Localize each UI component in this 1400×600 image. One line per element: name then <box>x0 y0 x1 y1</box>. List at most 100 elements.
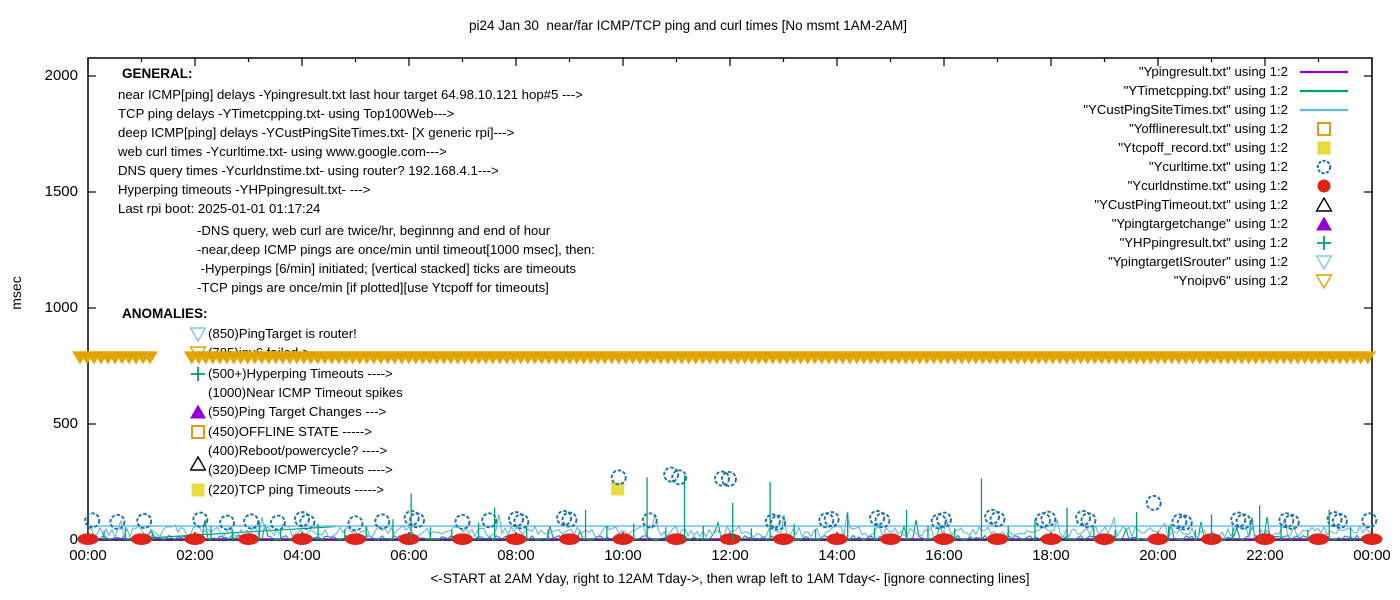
anomaly-row: (850)PingTarget is router! <box>0 326 520 343</box>
legend-item: "YpingtargetISrouter" using 1:2 <box>900 254 1352 271</box>
open-down-triangle-icon <box>189 327 207 343</box>
legend-marker <box>1296 64 1352 85</box>
legend-item: "Ypingresult.txt" using 1:2 <box>900 64 1352 80</box>
anomaly-marker <box>189 455 207 477</box>
open-square-icon <box>191 425 205 439</box>
legend-label: "Ynoipv6" using 1:2 <box>1173 273 1288 288</box>
plus-icon <box>191 367 205 381</box>
anomaly-row: (500+)Hyperping Timeouts ----> <box>0 366 520 382</box>
general-line: near ICMP[ping] delays -Ypingresult.txt … <box>118 87 583 102</box>
legend-marker <box>1296 273 1352 294</box>
x-tick-label: 02:00 <box>176 547 214 564</box>
anomaly-row: (320)Deep ICMP Timeouts ----> <box>0 455 520 478</box>
anomaly-row: (550)Ping Target Changes ---> <box>0 404 520 420</box>
y-axis-label: msec <box>8 276 24 310</box>
general-line: Hyperping timeouts -YHPpingresult.txt- -… <box>118 182 371 197</box>
x-tick-label: 08:00 <box>497 547 535 564</box>
filled-square-icon <box>191 483 205 497</box>
anomaly-marker <box>190 482 206 503</box>
anomaly-text: (400)Reboot/powercycle? ----> <box>208 443 388 458</box>
anomaly-marker <box>190 404 206 425</box>
chart-title: pi24 Jan 30 near/far ICMP/TCP ping and c… <box>469 18 907 33</box>
x-axis-label: <-START at 2AM Yday, right to 12AM Tday-… <box>430 571 1030 586</box>
legend-label: "Ypingresult.txt" using 1:2 <box>1138 64 1288 79</box>
series-ycurldnstime-txt <box>77 533 1383 545</box>
open-circle-icon <box>1316 159 1332 175</box>
x-tick-label: 04:00 <box>283 547 321 564</box>
x-tick-label: 16:00 <box>925 547 963 564</box>
legend-label: "YpingtargetISrouter" using 1:2 <box>1108 254 1288 269</box>
anomaly-text: (785)ipv6 failed-> <box>208 345 311 360</box>
legend-item: "Yofflineresult.txt" using 1:2 <box>900 121 1352 137</box>
x-tick-label: 06:00 <box>390 547 428 564</box>
legend-item: "YCustPingSiteTimes.txt" using 1:2 <box>900 102 1352 118</box>
legend-item: "YTimetcpping.txt" using 1:2 <box>900 83 1352 99</box>
filled-circle-icon <box>1317 179 1331 193</box>
anomaly-row: (220)TCP ping Timeouts -----> <box>0 482 520 498</box>
anomaly-text: (850)PingTarget is router! <box>208 326 357 341</box>
anomaly-text: (450)OFFLINE STATE -----> <box>208 424 372 439</box>
legend-item: "Ycurltime.txt" using 1:2 <box>900 159 1352 175</box>
anomaly-marker <box>189 326 207 347</box>
legend-marker <box>1296 216 1352 237</box>
legend-label: "Ycurldnstime.txt" using 1:2 <box>1127 178 1288 193</box>
legend-label: "YCustPingTimeout.txt" using 1:2 <box>1094 197 1288 212</box>
filled-square-icon <box>1317 141 1331 155</box>
legend-label: "Yofflineresult.txt" using 1:2 <box>1129 121 1288 136</box>
legend-item: "YCustPingTimeout.txt" using 1:2 <box>900 196 1352 213</box>
y-tick-label: 500 <box>52 415 78 432</box>
filled-up-triangle-icon <box>190 404 206 419</box>
legend-label: "Ycurltime.txt" using 1:2 <box>1148 159 1288 174</box>
legend-marker <box>1296 159 1352 180</box>
open-down-triangle-icon <box>189 346 207 362</box>
anomaly-text: (550)Ping Target Changes ---> <box>208 404 387 419</box>
line-icon <box>1300 108 1348 112</box>
anomaly-text: (1000)Near ICMP Timeout spikes <box>208 385 403 400</box>
open-down-triangle-icon <box>1315 274 1333 290</box>
line-icon <box>1300 89 1348 93</box>
x-tick-label: 18:00 <box>1032 547 1070 564</box>
x-tick-label: 14:00 <box>818 547 856 564</box>
general-line: web curl times -Ycurltime.txt- using www… <box>118 144 447 159</box>
general-line: TCP ping delays -YTimetcpping.txt- using… <box>118 106 455 121</box>
x-tick-label: 10:00 <box>604 547 642 564</box>
filled-up-triangle-icon <box>1316 216 1332 231</box>
open-down-triangle-icon <box>1315 255 1333 271</box>
general-indented-line: -Hyperpings [6/min] initiated; [vertical… <box>197 261 576 276</box>
open-up-triangle-icon <box>189 455 207 471</box>
legend-marker <box>1296 235 1352 256</box>
open-square-icon <box>1317 122 1331 136</box>
series-ycustpingsitetimes-txt <box>87 513 1373 540</box>
x-tick-label: 20:00 <box>1139 547 1177 564</box>
series-ytimetcpping-txt <box>87 516 1373 541</box>
y-tick-label: 1000 <box>44 299 78 316</box>
open-up-triangle-icon <box>1315 196 1333 212</box>
legend-label: "YHPpingresult.txt" using 1:2 <box>1119 235 1288 250</box>
series-ytcpoff-record-txt <box>611 482 625 496</box>
legend-label: "YTimetcpping.txt" using 1:2 <box>1123 83 1288 98</box>
general-line: Last rpi boot: 2025-01-01 01:17:24 <box>118 201 321 216</box>
general-line: DNS query times -Ycurldnstime.txt- using… <box>118 163 499 178</box>
legend-marker <box>1296 121 1352 142</box>
legend-item: "Ytcpoff_record.txt" using 1:2 <box>900 140 1352 156</box>
anomaly-marker <box>189 345 207 366</box>
legend-item: "Ynoipv6" using 1:2 <box>900 273 1352 290</box>
anomaly-marker <box>190 424 206 445</box>
y-tick-label: 0 <box>69 531 78 548</box>
general-indented-line: -DNS query, web curl are twice/hr, begin… <box>197 223 551 238</box>
anomaly-row: (785)ipv6 failed-> <box>0 345 520 362</box>
x-tick-label: 00:00 <box>69 547 107 564</box>
y-tick-label: 2000 <box>44 67 78 84</box>
legend-marker <box>1296 178 1352 199</box>
anomaly-row: (1000)Near ICMP Timeout spikes <box>0 385 520 401</box>
legend-marker <box>1296 140 1352 161</box>
legend-item: "Ypingtargetchange" using 1:2 <box>900 216 1352 232</box>
legend-item: "YHPpingresult.txt" using 1:2 <box>900 235 1352 251</box>
legend-marker <box>1296 83 1352 104</box>
anomaly-row: (450)OFFLINE STATE -----> <box>0 424 520 440</box>
general-title: GENERAL: <box>122 66 193 81</box>
legend-label: "Ypingtargetchange" using 1:2 <box>1111 216 1288 231</box>
line-icon <box>1300 70 1348 74</box>
legend-marker <box>1296 196 1352 218</box>
